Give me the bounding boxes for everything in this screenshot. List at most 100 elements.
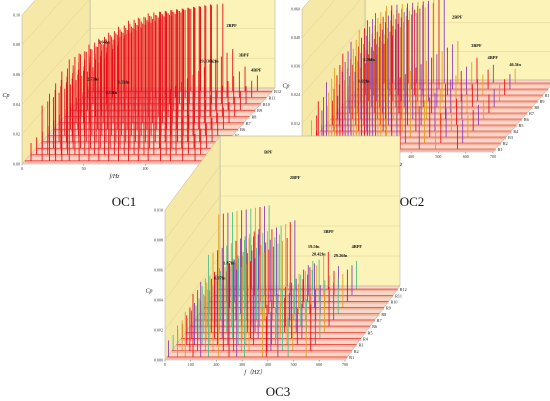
series-label: R11 <box>395 293 402 298</box>
x-tick-label: 100 <box>142 166 148 171</box>
y-tick-label: 0.006 <box>154 267 163 272</box>
x-tick-label: 300 <box>239 362 245 367</box>
grid-line <box>164 285 400 361</box>
series-label: R3 <box>508 135 513 140</box>
y-tick-label: 0.004 <box>154 297 163 302</box>
y-tick-label: 0.000 <box>154 357 163 362</box>
peak-annotation: 1.02fn <box>358 79 370 84</box>
peak-annotation: 1.33fn <box>118 80 130 85</box>
peak-annotation: BPF <box>264 150 273 155</box>
peak-annotation: 3BPF <box>471 43 482 48</box>
grid-line <box>164 135 400 211</box>
series-label: R5 <box>519 123 524 128</box>
series-label: R7 <box>377 318 382 323</box>
x-tick-label: 400 <box>408 154 414 159</box>
series-ribbon <box>320 131 512 134</box>
series-label: R4 <box>363 336 369 341</box>
x-tick-label: 600 <box>463 154 469 159</box>
y-axis-label: Cp <box>2 93 9 99</box>
y-tick-label: 0.002 <box>154 327 163 332</box>
series-label: R10 <box>391 299 398 304</box>
peak-annotation: 1.87fn <box>223 261 235 266</box>
y-tick-label: 0.060 <box>291 6 300 11</box>
grid-line <box>21 0 63 45</box>
series-label: R7 <box>529 111 534 116</box>
series-label: R7 <box>246 121 251 126</box>
grid-line <box>301 22 550 95</box>
grid-line <box>164 255 400 331</box>
series-label: R9 <box>257 108 262 113</box>
y-tick-label: 0.010 <box>154 207 163 212</box>
series-label: R6 <box>372 324 377 329</box>
peak-annotation: 5.66fn <box>98 39 110 44</box>
series-label: R8 <box>534 105 539 110</box>
peak-annotation: 2BPF <box>290 175 301 180</box>
peak-annotation: 20.42fn <box>312 252 326 257</box>
series-label: R11 <box>269 96 276 101</box>
series-ribbon <box>171 350 352 353</box>
y-tick-label: 0.036 <box>291 64 300 69</box>
peak-annotation: 29.26fn <box>334 253 348 258</box>
grid-line <box>164 195 400 271</box>
y-tick-label: 0.008 <box>154 237 163 242</box>
peak-annotation: 0.97fn <box>214 276 226 281</box>
caption-oc3: OC3 <box>266 384 291 399</box>
series-ribbon <box>30 154 216 157</box>
peak-annotation: 46.5fn <box>509 62 521 67</box>
grid-line <box>21 28 275 105</box>
x-tick-label: 500 <box>291 362 297 367</box>
peak-annotation: 2.73fn <box>87 77 99 82</box>
x-axis-label: f（HZ） <box>244 368 265 376</box>
chart-oc2: 0.0000.0120.0240.0360.0480.0600100200300… <box>282 0 550 168</box>
series-label: R1 <box>349 355 354 360</box>
series-label: R10 <box>263 102 270 107</box>
peak-annotation: 4BPF <box>251 68 262 73</box>
series-label: R12 <box>274 89 281 94</box>
chart-oc1: 0.000.020.040.060.080.10050100150f/HzCpR… <box>2 0 281 180</box>
series-label: R8 <box>252 115 257 120</box>
series-ribbon <box>341 107 533 110</box>
series-label: R6 <box>524 117 529 122</box>
peak-annotation: 22fn <box>210 59 219 64</box>
series-label: R2 <box>354 349 359 354</box>
y-axis-label: Cp <box>282 84 289 90</box>
y-tick-label: 0.08 <box>13 42 20 47</box>
y-tick-label: 0.04 <box>13 102 20 107</box>
x-tick-label: 600 <box>316 362 322 367</box>
caption-oc1: OC1 <box>112 194 137 209</box>
x-tick-label: 700 <box>342 362 348 367</box>
series-ribbon <box>330 119 522 122</box>
grid-line <box>164 165 400 241</box>
peak-annotation: 19.5fn <box>308 244 320 249</box>
y-tick-label: 0.048 <box>291 35 300 40</box>
series-label: R6 <box>240 127 245 132</box>
series-ribbon <box>336 113 528 116</box>
grid-line <box>301 0 361 67</box>
peak-annotation: 2BPF <box>452 14 463 19</box>
series-ribbon <box>325 125 517 128</box>
series-label: R12 <box>400 287 407 292</box>
y-tick-label: 0.06 <box>13 72 20 77</box>
peak-annotation: 0.53fn <box>105 90 117 95</box>
caption-oc2: OC2 <box>400 194 425 209</box>
peak-annotation: 2BPF <box>226 23 237 28</box>
grid-line <box>301 79 550 153</box>
x-axis-label: f/Hz <box>109 173 120 180</box>
grid-line <box>21 0 90 75</box>
chart-oc3: 0.000 0.002 0.004 0.006 0.008 0.010 0 100 200 300… <box>145 135 407 376</box>
series-label: R1 <box>498 147 503 152</box>
grid-line <box>164 225 400 301</box>
y-tick-label: 0.10 <box>13 12 20 17</box>
x-tick-label: 100 <box>188 362 194 367</box>
peak-annotation: 2.96fn <box>363 57 375 62</box>
x-tick-label: 0 <box>164 362 166 367</box>
series-ribbon <box>357 89 549 92</box>
peak-annotation: 19.33fn <box>199 59 213 64</box>
x-tick-label: 400 <box>265 362 271 367</box>
y-tick-label: 0.00 <box>13 161 20 166</box>
series-label: R3 <box>358 343 363 348</box>
peak-annotation: 4BPF <box>488 55 499 60</box>
series-label: R10 <box>545 93 550 98</box>
grid-line <box>301 0 336 38</box>
